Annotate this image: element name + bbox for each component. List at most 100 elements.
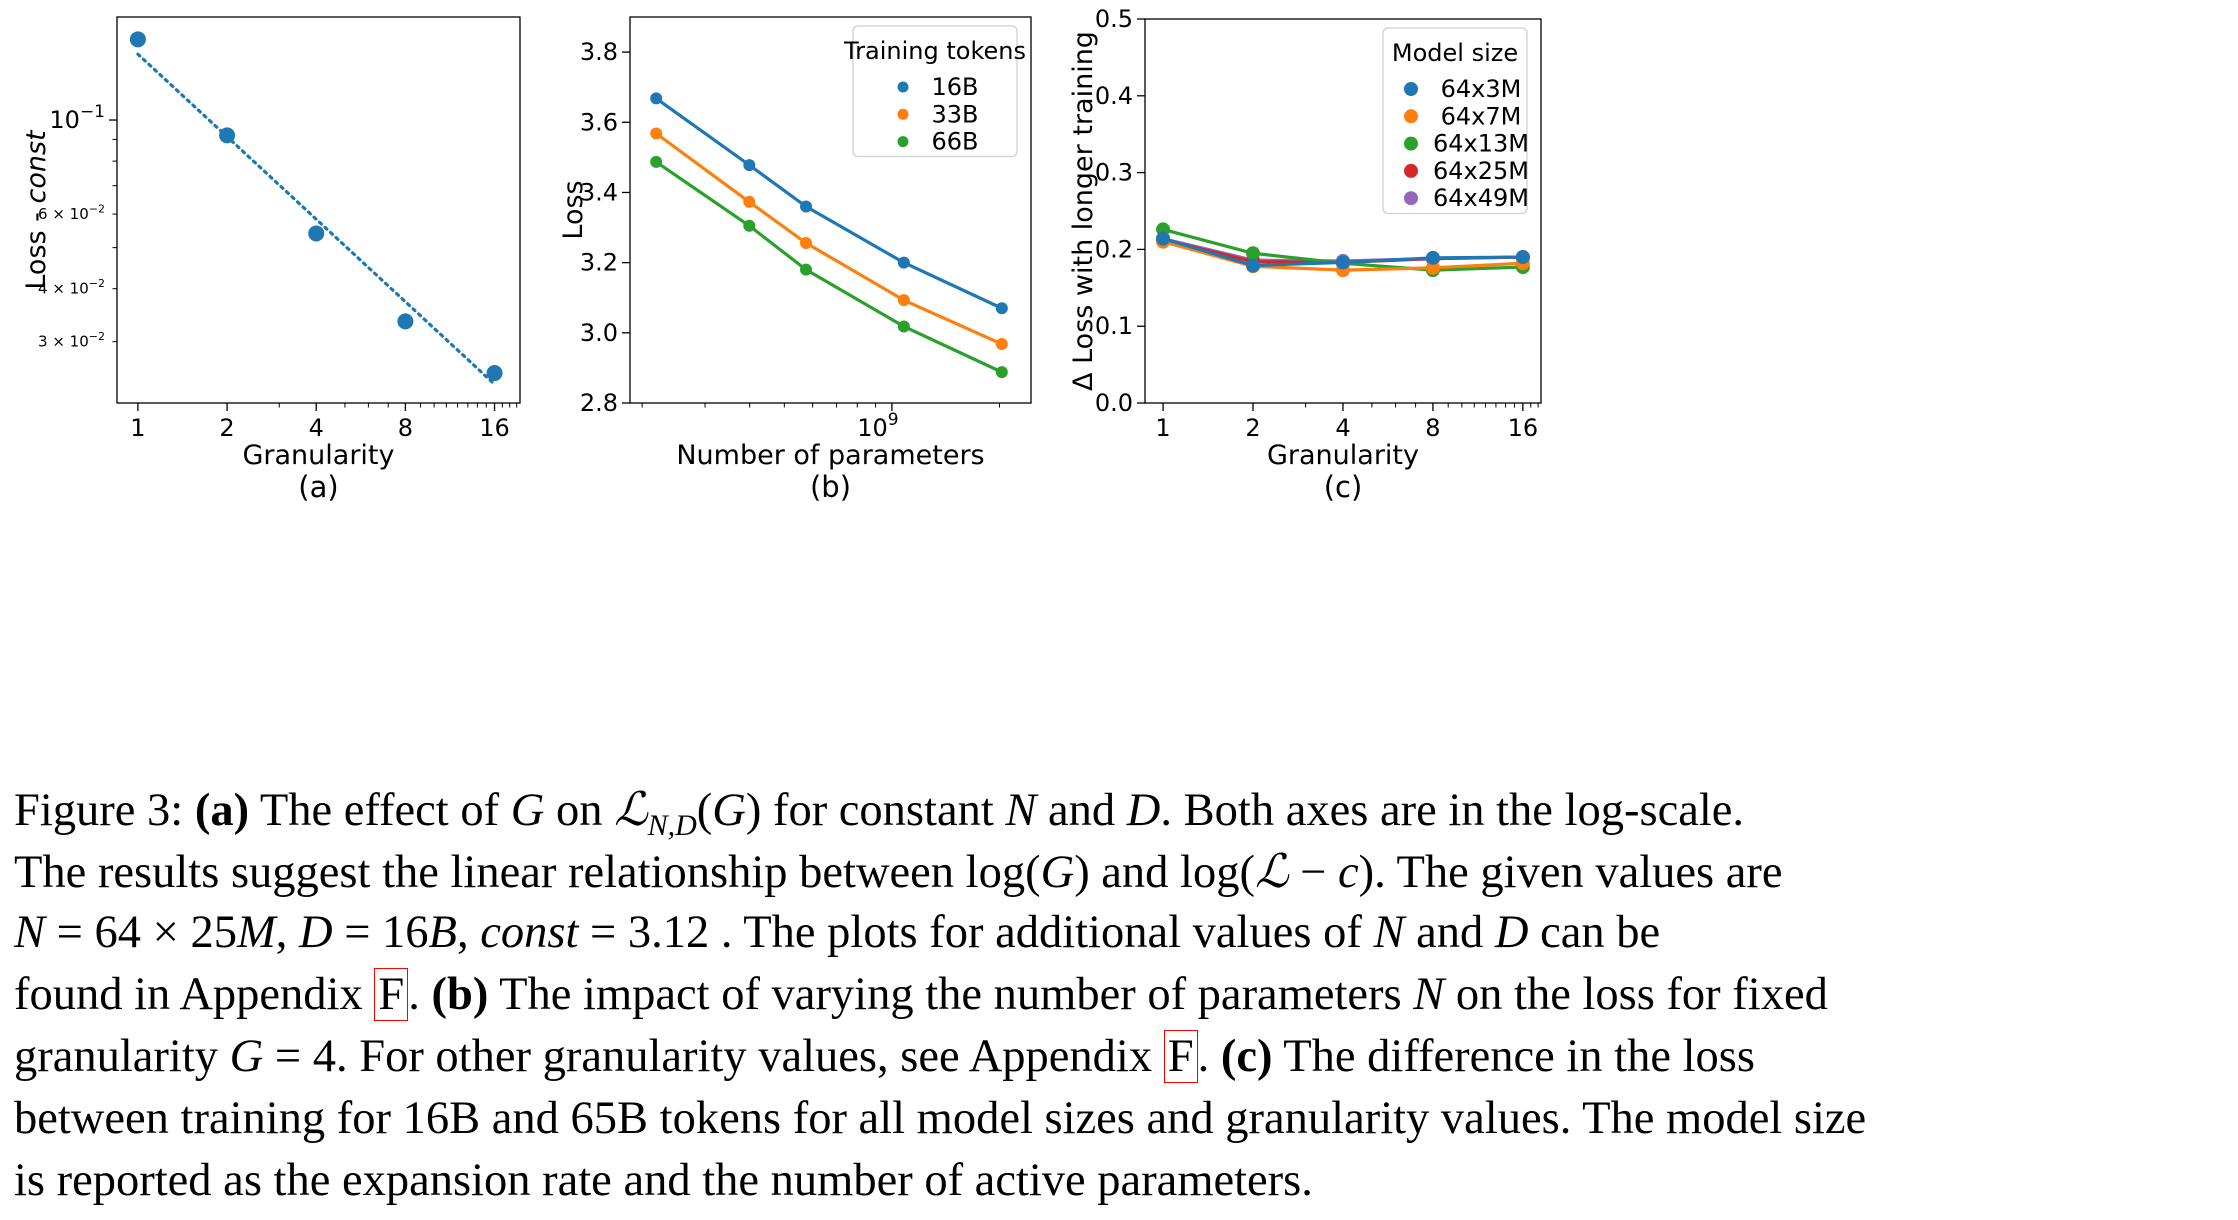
- legend-marker: [1404, 163, 1418, 178]
- caption-text: G: [712, 785, 746, 836]
- legend-label: 64x7M: [1441, 102, 1522, 130]
- caption-line: between training for 16B and 65B tokens …: [14, 1088, 2229, 1150]
- caption-text: Figure 3:: [14, 785, 195, 836]
- caption-text: . Both axes are in the log-scale.: [1160, 785, 1745, 836]
- y-tick-label: 10−1: [49, 102, 105, 134]
- x-tick-label: 8: [398, 414, 413, 442]
- data-point: [897, 294, 910, 307]
- data-point: [1515, 250, 1530, 265]
- caption-line: found in Appendix F. (b) The impact of v…: [14, 964, 2229, 1026]
- caption-text: c: [1337, 847, 1359, 898]
- caption-text: D: [298, 907, 333, 958]
- caption-text: ). The given values are: [1358, 847, 1783, 898]
- legend-marker: [1404, 191, 1418, 206]
- caption-text: const: [480, 907, 579, 958]
- caption-text: between training for 16B and 65B tokens …: [14, 1093, 1867, 1144]
- x-tick-label: 109: [857, 410, 898, 442]
- y-tick-label: 2.8: [580, 389, 618, 417]
- x-axis-label: Number of parameters: [676, 440, 984, 471]
- series-line: [655, 160, 1003, 374]
- data-point: [308, 225, 325, 242]
- caption-text: D: [1126, 785, 1161, 836]
- panel-label: (b): [810, 470, 851, 504]
- data-point: [800, 263, 813, 276]
- appendix-link[interactable]: F: [374, 968, 409, 1021]
- legend-title: Training tokens: [843, 37, 1026, 65]
- y-tick-label: 3 × 10−2: [38, 330, 105, 351]
- data-point: [743, 219, 756, 232]
- legend-label: 64x13M: [1433, 130, 1529, 158]
- caption-text: (b): [431, 969, 489, 1020]
- y-tick-label: 4 × 10−2: [38, 277, 105, 298]
- figure-caption: Figure 3: (a) The effect of G on ℒN,D(G)…: [14, 778, 2229, 1212]
- caption-line: N = 64 × 25M, D = 16B, const = 3.12 . Th…: [14, 902, 2229, 964]
- data-point: [1425, 250, 1440, 265]
- y-tick-label: 3.2: [580, 249, 618, 277]
- legend-label: 16B: [931, 73, 978, 101]
- caption-line: The results suggest the linear relations…: [14, 840, 2229, 902]
- appendix-link[interactable]: F: [1163, 1030, 1198, 1083]
- data-point: [1246, 246, 1261, 261]
- caption-line: Figure 3: (a) The effect of G on ℒN,D(G)…: [14, 778, 2229, 842]
- y-tick-label: 0.1: [1095, 312, 1133, 340]
- legend-marker: [1404, 82, 1418, 96]
- legend-label: 64x25M: [1433, 157, 1529, 185]
- legend-marker: [897, 136, 909, 148]
- caption-text: N: [1005, 785, 1037, 836]
- legend-label: 64x49M: [1433, 184, 1529, 212]
- caption-text: (: [696, 785, 713, 836]
- legend-marker: [897, 108, 909, 120]
- caption-text: = 3.12 . The plots for additional values…: [578, 907, 1374, 958]
- data-point: [800, 236, 813, 249]
- data-point: [995, 366, 1008, 379]
- y-tick-label: 0.4: [1095, 82, 1133, 110]
- figure-3-charts: 1 2 4 8 16 3 × 10−2 4 × 10−2 6 × 10−2 10−1 Granul…: [21, 5, 1542, 504]
- y-axis-label: Loss - const: [21, 129, 52, 290]
- legend-label: 33B: [931, 100, 978, 128]
- caption-text: (a): [194, 785, 250, 836]
- x-axis-label: Granularity: [242, 440, 394, 471]
- caption-text: .: [1197, 1031, 1221, 1082]
- x-tick-label: 1: [1155, 414, 1170, 442]
- caption-text: = 16: [332, 907, 429, 958]
- data-point: [897, 320, 910, 333]
- caption-text: ℒ: [614, 782, 648, 836]
- caption-text: on: [544, 785, 615, 836]
- y-tick-label: 3.6: [580, 108, 618, 136]
- caption-text: ,: [275, 907, 299, 958]
- caption-text: N: [1413, 969, 1445, 1020]
- data-point: [486, 365, 503, 382]
- caption-text: ) and log(: [1074, 847, 1255, 898]
- series-line: [655, 132, 1003, 346]
- data-point: [129, 31, 146, 48]
- caption-text: is reported as the expansion rate and th…: [14, 1155, 1313, 1206]
- legend-label: 66B: [931, 128, 978, 156]
- panel-label: (c): [1324, 470, 1363, 504]
- x-tick-label: 16: [1508, 414, 1539, 442]
- x-tick-label: 8: [1425, 414, 1440, 442]
- legend-title: Model size: [1392, 39, 1518, 67]
- y-tick-label: 3.8: [580, 38, 618, 66]
- y-axis-label: Loss: [558, 180, 589, 239]
- caption-text: found in Appendix: [14, 969, 375, 1020]
- x-tick-label: 4: [309, 414, 324, 442]
- legend-marker: [1404, 136, 1418, 151]
- caption-text: and: [1404, 907, 1495, 958]
- caption-text: G: [1040, 847, 1075, 898]
- caption-text: can be: [1528, 907, 1661, 958]
- legend-label: 64x3M: [1441, 75, 1522, 103]
- caption-text: on the loss for fixed: [1444, 969, 1828, 1020]
- data-point: [219, 127, 236, 144]
- x-tick-label: 2: [219, 414, 234, 442]
- caption-text: D: [1494, 907, 1529, 958]
- y-tick-label: 3.4: [580, 178, 618, 206]
- caption-text: and: [1036, 785, 1127, 836]
- data-point: [1425, 260, 1440, 275]
- data-point: [743, 159, 756, 172]
- x-tick-label: 4: [1335, 414, 1350, 442]
- legend-marker: [1404, 109, 1418, 124]
- data-point: [650, 155, 663, 168]
- data-point: [743, 195, 756, 208]
